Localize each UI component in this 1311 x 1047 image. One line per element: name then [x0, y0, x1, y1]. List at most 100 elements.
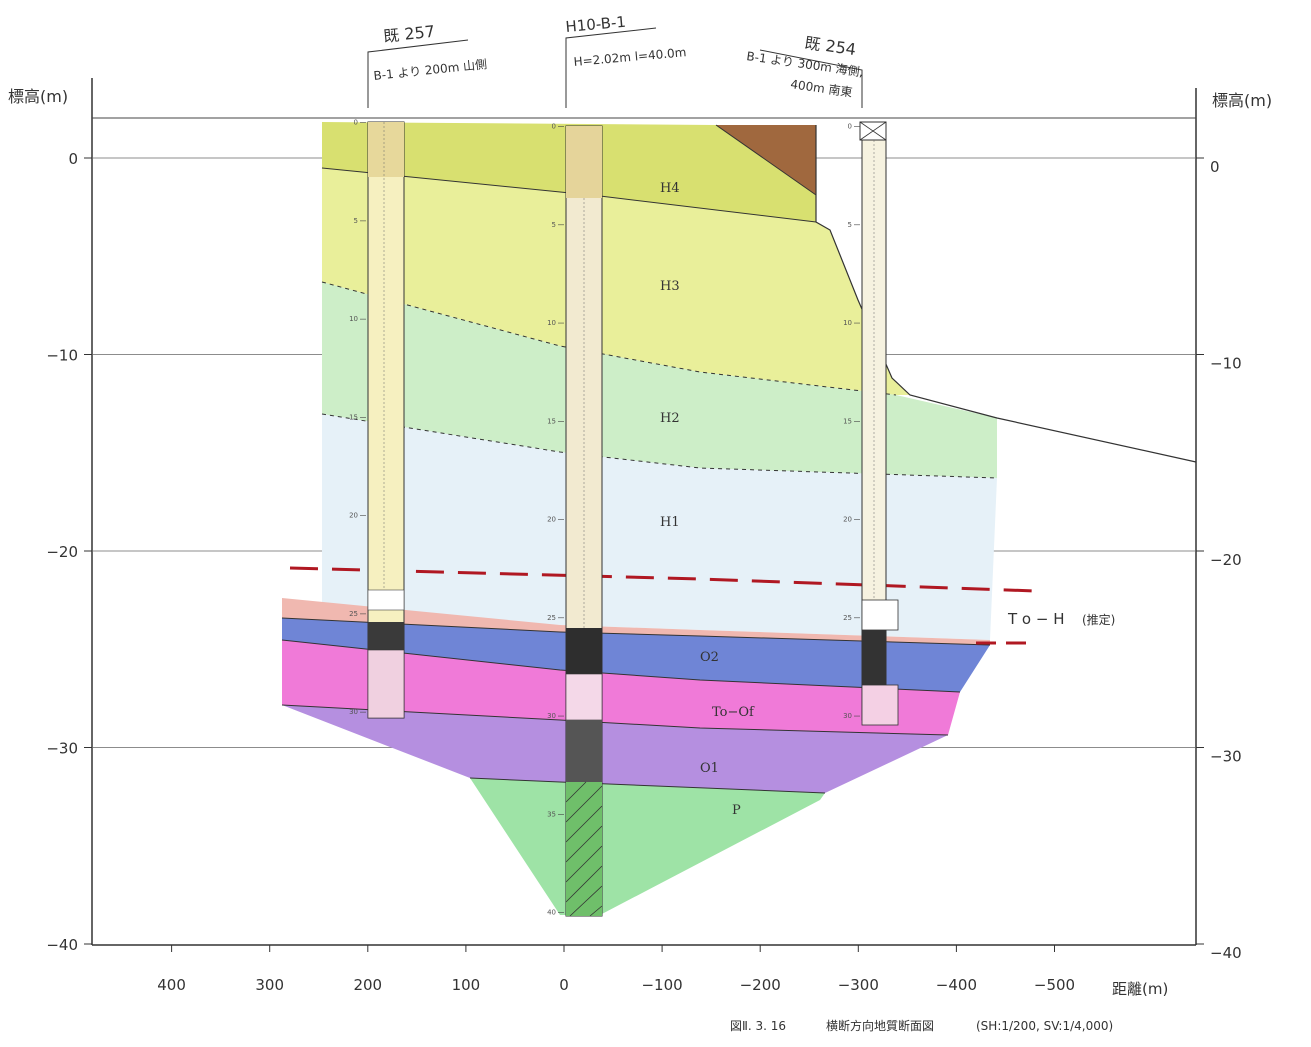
label-h3: H3 [660, 279, 680, 294]
x-tick-label: 100 [452, 976, 481, 994]
borehole-id-254: 既 254 [803, 33, 857, 59]
x-tick-label: 0 [559, 976, 569, 994]
label-p: P [732, 803, 741, 818]
depth-tick-label: 0 [552, 123, 556, 131]
borehole-segment [368, 622, 404, 650]
borehole-segment [861, 684, 899, 726]
layer-labels: H4 H3 H2 H1 O2 To−Of O1 P [660, 181, 755, 818]
x-tick-label: −200 [740, 976, 781, 994]
x-tick-label: 400 [157, 976, 186, 994]
figure-caption: 図Ⅱ. 3. 16 横断方向地質断面図 (SH:1/200, SV:1/4,00… [730, 1018, 1113, 1033]
right-tick-label: −20 [1210, 551, 1242, 569]
header-bracket-b1 [565, 27, 657, 108]
borehole-cap-cross [859, 121, 887, 141]
borehole-note-b1: H=2.02m l=40.0m [573, 45, 687, 69]
right-tick-label: −40 [1210, 944, 1242, 962]
depth-tick-label: 20 [349, 512, 358, 520]
x-tick-label: −300 [838, 976, 879, 994]
borehole-segment [566, 126, 602, 198]
depth-tick-label: 40 [547, 909, 556, 917]
layer-p [470, 778, 825, 915]
hatch-pattern [565, 781, 603, 917]
depth-tick-label: 5 [552, 221, 556, 229]
left-tick-label: −30 [46, 740, 78, 758]
borehole-id-257: 既 257 [382, 22, 435, 46]
depth-tick-label: 30 [843, 712, 852, 720]
header-bracket-254 [759, 49, 863, 108]
depth-tick-label: 35 [547, 810, 556, 818]
to-h-note: (推定) [1082, 612, 1115, 627]
right-tick-label: −10 [1210, 355, 1242, 373]
layer-h1 [322, 414, 997, 640]
depth-tick-label: 15 [349, 413, 358, 421]
depth-tick-label: 30 [349, 708, 358, 716]
borehole-id-b1: H10-B-1 [565, 13, 627, 36]
borehole-segment [566, 628, 602, 674]
borehole-segment [862, 630, 886, 685]
label-o2: O2 [700, 650, 719, 665]
right-tick-label: −30 [1210, 748, 1242, 766]
borehole-kisei-257 [367, 121, 405, 719]
depth-tick-label: 10 [547, 319, 556, 327]
label-h2: H2 [660, 411, 680, 426]
borehole-note-254-line2: 400m 南東 [790, 76, 854, 100]
depth-tick-label: 5 [848, 221, 852, 229]
x-axis-unit: 距離(m) [1112, 980, 1168, 998]
borehole-segment [566, 720, 602, 782]
layer-to-of [282, 640, 960, 735]
depth-tick-label: 5 [354, 217, 358, 225]
left-tick-label: 0 [68, 150, 78, 168]
caption-title: 横断方向地質断面図 [826, 1018, 934, 1033]
to-h-estimated-line [289, 566, 1037, 593]
depth-tick-label: 15 [547, 417, 556, 425]
caption-number: 図Ⅱ. 3. 16 [730, 1019, 786, 1033]
x-tick-label: 200 [353, 976, 382, 994]
layer-o2 [282, 618, 990, 692]
depth-tick-label: 20 [547, 516, 556, 524]
left-tick-label: −40 [46, 936, 78, 954]
header-bracket-257 [367, 39, 469, 108]
borehole-segment [367, 589, 405, 611]
borehole-segment [565, 673, 603, 721]
x-tick-label: −400 [936, 976, 977, 994]
borehole-kisei-254 [859, 121, 899, 726]
depth-tick-label: 25 [349, 610, 358, 618]
borehole-headers [367, 27, 863, 108]
layer-to-h-zone [282, 598, 990, 645]
x-tick-label: −100 [641, 976, 682, 994]
borehole-segment [861, 599, 899, 631]
label-o1: O1 [700, 761, 719, 776]
depth-tick-label: 10 [349, 315, 358, 323]
label-h1: H1 [660, 515, 680, 530]
layer-o1 [282, 705, 948, 793]
depth-tick-label: 15 [843, 417, 852, 425]
to-h-label: T o − H [1007, 610, 1065, 628]
depth-tick-label: 20 [843, 516, 852, 524]
borehole-note-257: B-1 より 200m 山側 [373, 57, 488, 83]
borehole-column [367, 121, 405, 719]
x-tick-label: 300 [255, 976, 284, 994]
layer-h2 [322, 282, 997, 478]
left-axis-unit: 標高(m) [8, 87, 68, 106]
borehole-segment [367, 649, 405, 719]
depth-tick-label: 0 [848, 123, 852, 131]
depth-tick-label: 25 [843, 614, 852, 622]
borehole-h10-b1 [565, 125, 603, 917]
left-tick-label: −10 [46, 347, 78, 365]
label-to-of: To−Of [712, 705, 755, 720]
label-h4: H4 [660, 181, 680, 196]
depth-tick-label: 30 [547, 712, 556, 720]
layer-h3 [322, 168, 910, 395]
borehole-segment [368, 122, 404, 177]
caption-scale: (SH:1/200, SV:1/4,000) [976, 1019, 1113, 1033]
x-tick-label: −500 [1034, 976, 1075, 994]
depth-tick-label: 0 [354, 119, 358, 127]
right-tick-label: 0 [1210, 158, 1220, 176]
depth-tick-label: 10 [843, 319, 852, 327]
depth-tick-label: 25 [547, 614, 556, 622]
left-tick-label: −20 [46, 543, 78, 561]
borehole-segment [566, 782, 602, 916]
right-axis-unit: 標高(m) [1212, 91, 1272, 110]
